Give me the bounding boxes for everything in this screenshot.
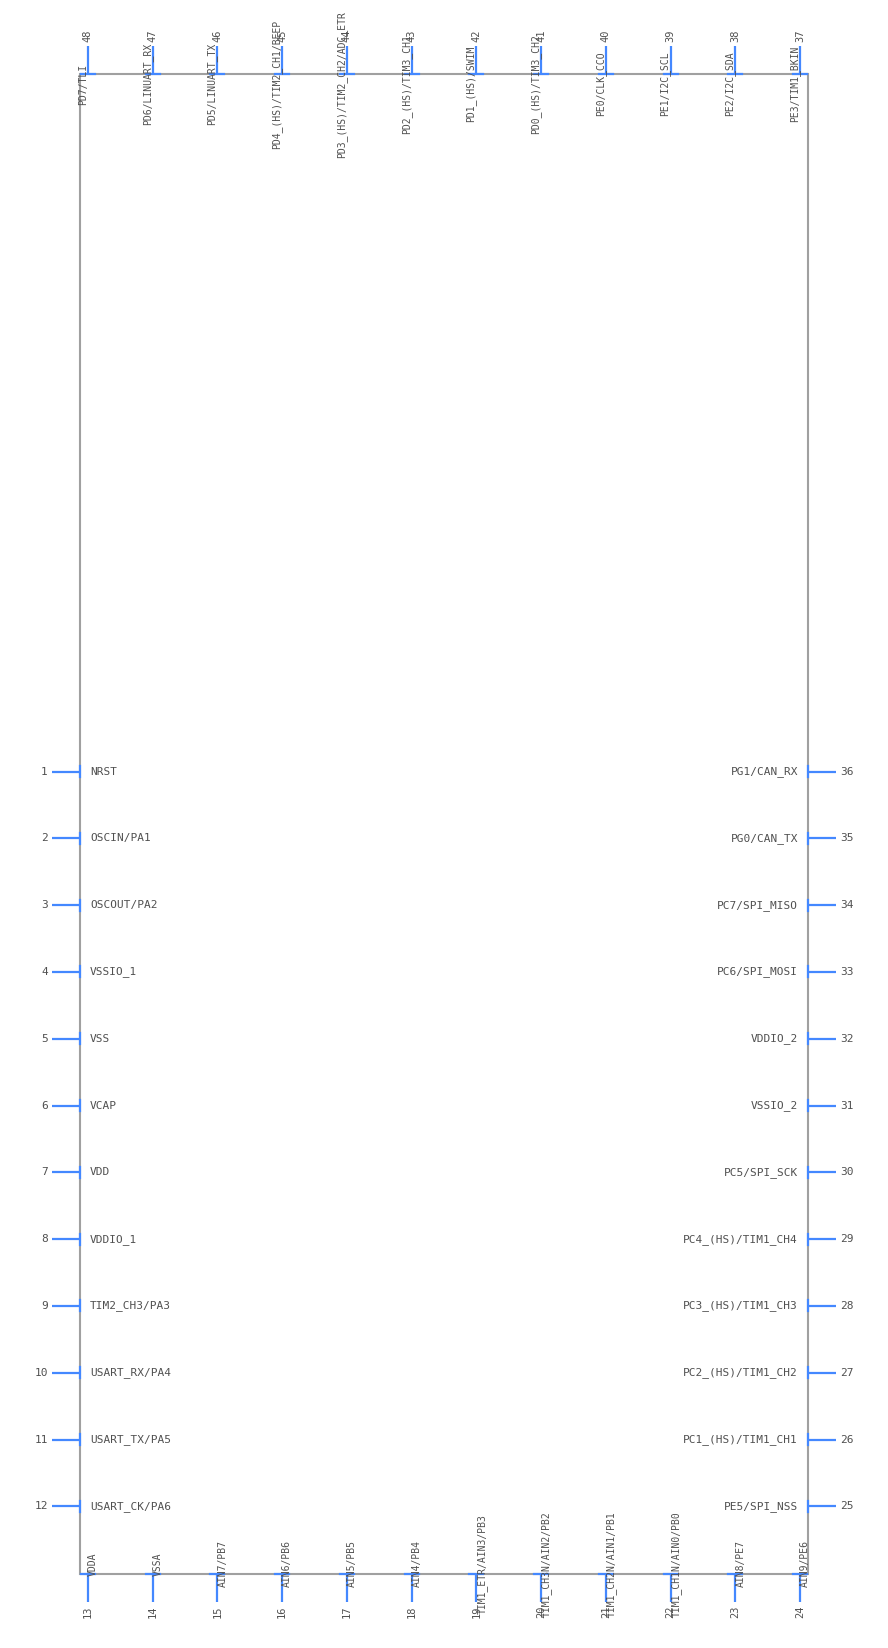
Text: 38: 38 <box>730 30 741 43</box>
Text: 30: 30 <box>840 1167 853 1177</box>
Text: 1: 1 <box>41 766 48 776</box>
Text: PG0/CAN_TX: PG0/CAN_TX <box>731 832 798 844</box>
Text: PD6/LINUART_RX: PD6/LINUART_RX <box>142 43 153 125</box>
Text: PD2_(HS)/TIM3_CH1: PD2_(HS)/TIM3_CH1 <box>400 35 412 133</box>
Text: 47: 47 <box>147 30 158 43</box>
Text: 25: 25 <box>840 1501 853 1511</box>
Text: 7: 7 <box>41 1167 48 1177</box>
Text: PD5/LINUART_TX: PD5/LINUART_TX <box>207 43 218 125</box>
Text: 8: 8 <box>41 1234 48 1244</box>
Text: 44: 44 <box>342 30 352 43</box>
Text: 42: 42 <box>472 30 481 43</box>
Text: 19: 19 <box>472 1605 481 1618</box>
Text: 14: 14 <box>147 1605 158 1618</box>
Text: 40: 40 <box>601 30 611 43</box>
Text: 31: 31 <box>840 1101 853 1111</box>
Text: 33: 33 <box>840 967 853 977</box>
Text: PE2/I2C_SDA: PE2/I2C_SDA <box>725 51 735 117</box>
Text: USART_RX/PA4: USART_RX/PA4 <box>90 1368 170 1378</box>
Text: OSCOUT/PA2: OSCOUT/PA2 <box>90 900 157 910</box>
Text: PE5/SPI_NSS: PE5/SPI_NSS <box>724 1501 798 1511</box>
Text: PE1/I2C_SCL: PE1/I2C_SCL <box>660 51 670 117</box>
Text: 48: 48 <box>83 30 93 43</box>
Text: TIM1_CH1N/AIN0/PB0: TIM1_CH1N/AIN0/PB0 <box>670 1511 681 1617</box>
Text: 10: 10 <box>35 1368 48 1378</box>
Text: 18: 18 <box>407 1605 416 1618</box>
Text: 12: 12 <box>35 1501 48 1511</box>
Text: PE3/TIM1_BKIN: PE3/TIM1_BKIN <box>789 46 800 122</box>
Text: VCAP: VCAP <box>90 1101 117 1111</box>
Text: TIM1_CH3N/AIN2/PB2: TIM1_CH3N/AIN2/PB2 <box>541 1511 552 1617</box>
Text: 23: 23 <box>730 1605 741 1618</box>
Text: AIN9/PE6: AIN9/PE6 <box>800 1541 810 1587</box>
Text: 34: 34 <box>840 900 853 910</box>
Text: PC3_(HS)/TIM1_CH3: PC3_(HS)/TIM1_CH3 <box>684 1300 798 1312</box>
Text: PC6/SPI_MOSI: PC6/SPI_MOSI <box>718 966 798 977</box>
Text: PD1_(HS)/SWIM: PD1_(HS)/SWIM <box>465 46 476 122</box>
Text: 15: 15 <box>212 1605 222 1618</box>
Text: PD0_(HS)/TIM3_CH2: PD0_(HS)/TIM3_CH2 <box>530 35 541 133</box>
Text: PC1_(HS)/TIM1_CH1: PC1_(HS)/TIM1_CH1 <box>684 1434 798 1445</box>
Text: PC2_(HS)/TIM1_CH2: PC2_(HS)/TIM1_CH2 <box>684 1368 798 1378</box>
Text: 16: 16 <box>277 1605 287 1618</box>
Text: PE0/CLK_CCO: PE0/CLK_CCO <box>595 51 606 117</box>
Text: PD4_(HS)/TIM2_CH1/BEEP: PD4_(HS)/TIM2_CH1/BEEP <box>271 20 282 148</box>
Text: VSSA: VSSA <box>153 1552 163 1575</box>
Text: 6: 6 <box>41 1101 48 1111</box>
Text: OSCIN/PA1: OSCIN/PA1 <box>90 834 151 844</box>
Bar <box>80 74 808 1574</box>
Text: AIN4/PB4: AIN4/PB4 <box>412 1541 422 1587</box>
Text: 5: 5 <box>41 1033 48 1043</box>
Text: 26: 26 <box>840 1434 853 1445</box>
Text: VDD: VDD <box>90 1167 110 1177</box>
Text: PC7/SPI_MISO: PC7/SPI_MISO <box>718 900 798 911</box>
Text: AIN5/PB5: AIN5/PB5 <box>347 1541 357 1587</box>
Text: 43: 43 <box>407 30 416 43</box>
Text: 11: 11 <box>35 1434 48 1445</box>
Text: USART_CK/PA6: USART_CK/PA6 <box>90 1501 170 1511</box>
Text: 17: 17 <box>342 1605 352 1618</box>
Text: AIN8/PE7: AIN8/PE7 <box>735 1541 745 1587</box>
Text: 39: 39 <box>666 30 676 43</box>
Text: PC5/SPI_SCK: PC5/SPI_SCK <box>724 1167 798 1178</box>
Text: VDDIO_1: VDDIO_1 <box>90 1234 137 1244</box>
Text: AIN6/PB6: AIN6/PB6 <box>282 1541 292 1587</box>
Text: 32: 32 <box>840 1033 853 1043</box>
Text: 24: 24 <box>795 1605 805 1618</box>
Text: PG1/CAN_RX: PG1/CAN_RX <box>731 766 798 776</box>
Text: VSSIO_1: VSSIO_1 <box>90 966 137 977</box>
Text: 21: 21 <box>601 1605 611 1618</box>
Text: 29: 29 <box>840 1234 853 1244</box>
Text: 13: 13 <box>83 1605 93 1618</box>
Text: 41: 41 <box>536 30 546 43</box>
Text: 20: 20 <box>536 1605 546 1618</box>
Text: 45: 45 <box>277 30 287 43</box>
Text: 22: 22 <box>666 1605 676 1618</box>
Text: PD7/TLI: PD7/TLI <box>78 64 88 105</box>
Text: PC4_(HS)/TIM1_CH4: PC4_(HS)/TIM1_CH4 <box>684 1234 798 1244</box>
Text: VSSIO_2: VSSIO_2 <box>751 1101 798 1111</box>
Text: VSS: VSS <box>90 1033 110 1043</box>
Text: 36: 36 <box>840 766 853 776</box>
Text: TIM2_CH3/PA3: TIM2_CH3/PA3 <box>90 1300 170 1312</box>
Text: PD3_(HS)/TIM2_CH2/ADC_ETR: PD3_(HS)/TIM2_CH2/ADC_ETR <box>336 12 347 158</box>
Text: 27: 27 <box>840 1368 853 1378</box>
Text: NRST: NRST <box>90 766 117 776</box>
Text: VDDIO_2: VDDIO_2 <box>751 1033 798 1045</box>
Text: 46: 46 <box>212 30 222 43</box>
Text: TIM1_CH2N/AIN1/PB1: TIM1_CH2N/AIN1/PB1 <box>606 1511 617 1617</box>
Text: 37: 37 <box>795 30 805 43</box>
Text: TIM1_ETR/AIN3/PB3: TIM1_ETR/AIN3/PB3 <box>476 1515 488 1613</box>
Text: 4: 4 <box>41 967 48 977</box>
Text: VDDA: VDDA <box>88 1552 98 1575</box>
Text: 35: 35 <box>840 834 853 844</box>
Text: 9: 9 <box>41 1300 48 1310</box>
Text: 3: 3 <box>41 900 48 910</box>
Text: AIN7/PB7: AIN7/PB7 <box>218 1541 227 1587</box>
Text: 2: 2 <box>41 834 48 844</box>
Text: 28: 28 <box>840 1300 853 1310</box>
Text: USART_TX/PA5: USART_TX/PA5 <box>90 1434 170 1445</box>
